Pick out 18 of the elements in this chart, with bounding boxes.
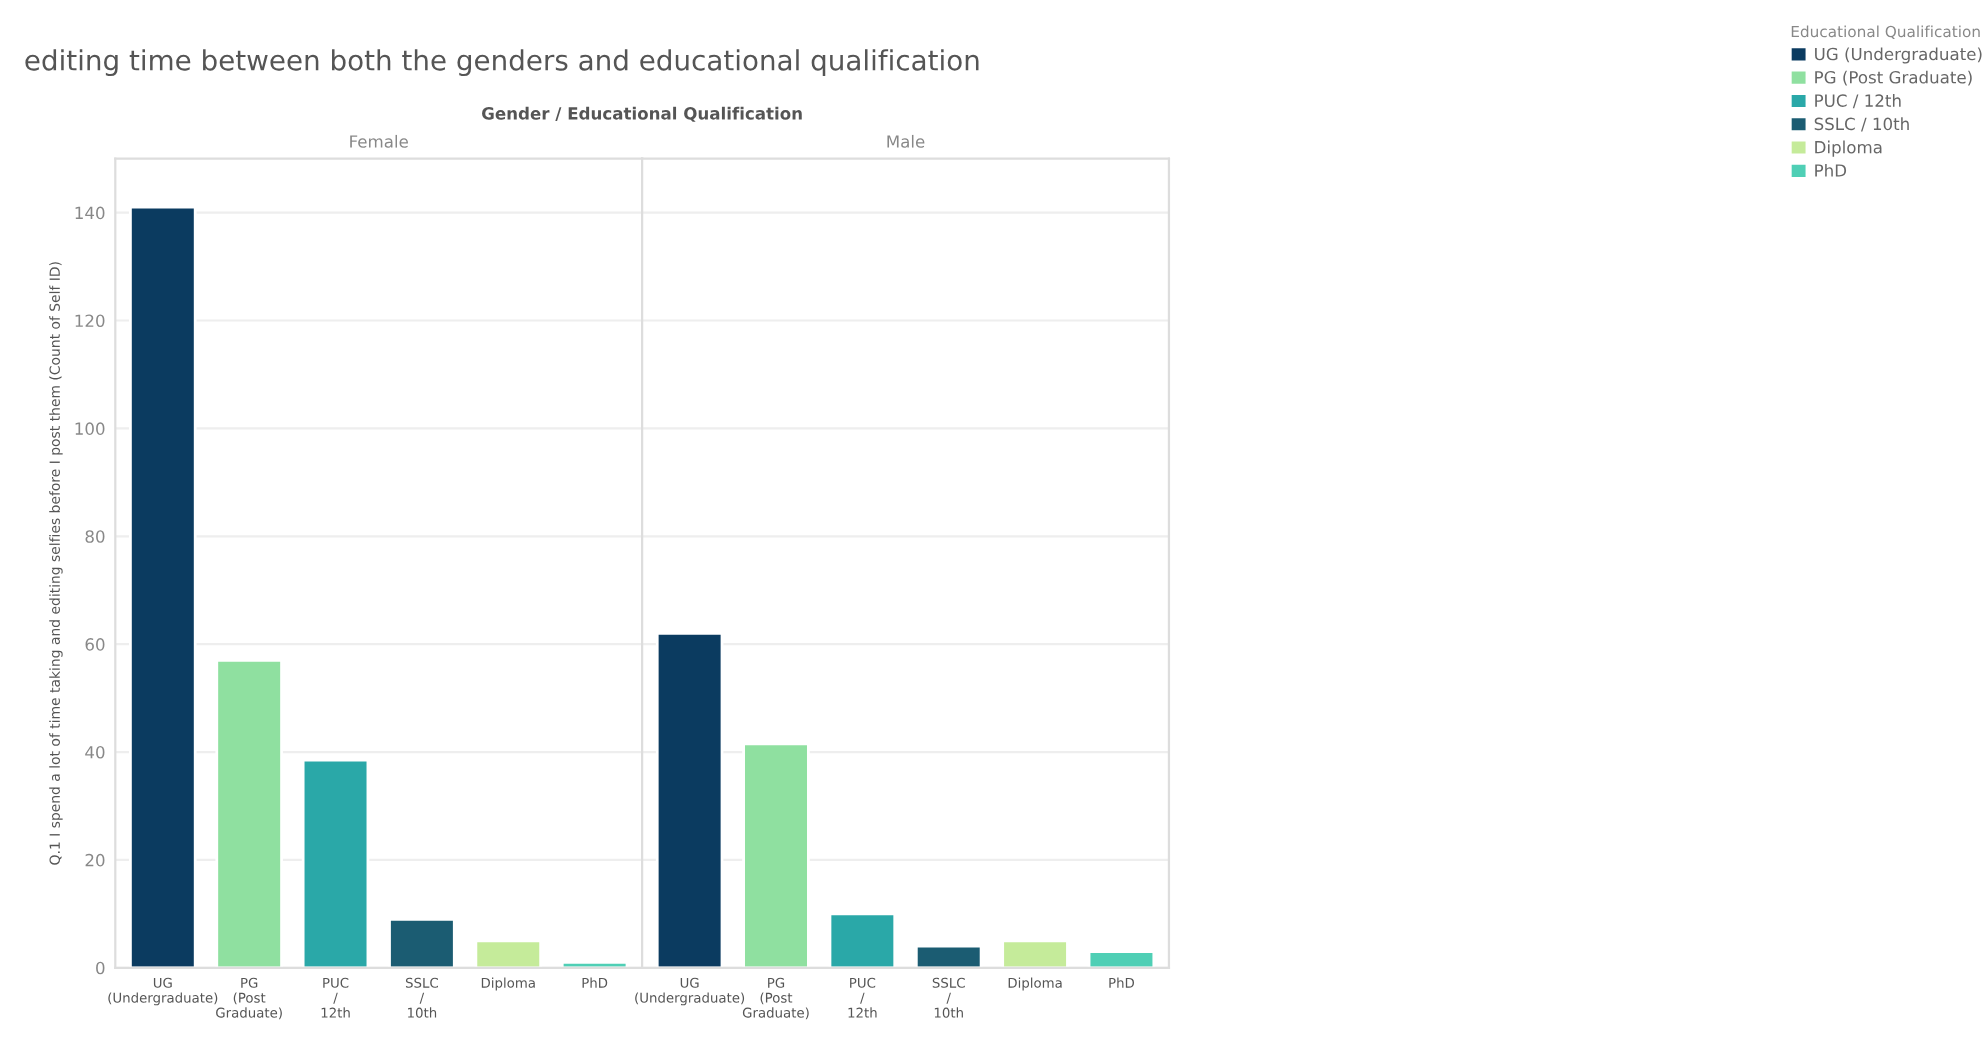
y-tick-label: 0 [96, 961, 105, 975]
chart-title: editing time between both the genders and educational qualification [25, 49, 979, 77]
y-tick-label: 60 [85, 638, 105, 651]
y-tick-label: 20 [85, 853, 105, 867]
legend-label: UG (Undergraduate) [1815, 47, 1982, 64]
legend-label: PG (Post Graduate) [1815, 70, 1972, 86]
y-tick-label: 140 [75, 206, 105, 220]
x-axis-title: Female [350, 134, 408, 148]
y-tick-label: 120 [75, 314, 105, 328]
y-tick-label: 40 [85, 745, 105, 759]
legend-label: SSLC / 10th [1814, 117, 1909, 132]
legend-label: PUC / 12th [1815, 93, 1901, 109]
legend-label: PhD [1815, 163, 1847, 177]
legend-label: Diploma [1815, 140, 1882, 157]
chart-subtitle: Gender / Educational Qualification [482, 106, 802, 122]
x-axis-title: Male [887, 134, 925, 148]
y-tick-label: 100 [75, 422, 105, 435]
y-tick-label: 80 [85, 530, 105, 543]
